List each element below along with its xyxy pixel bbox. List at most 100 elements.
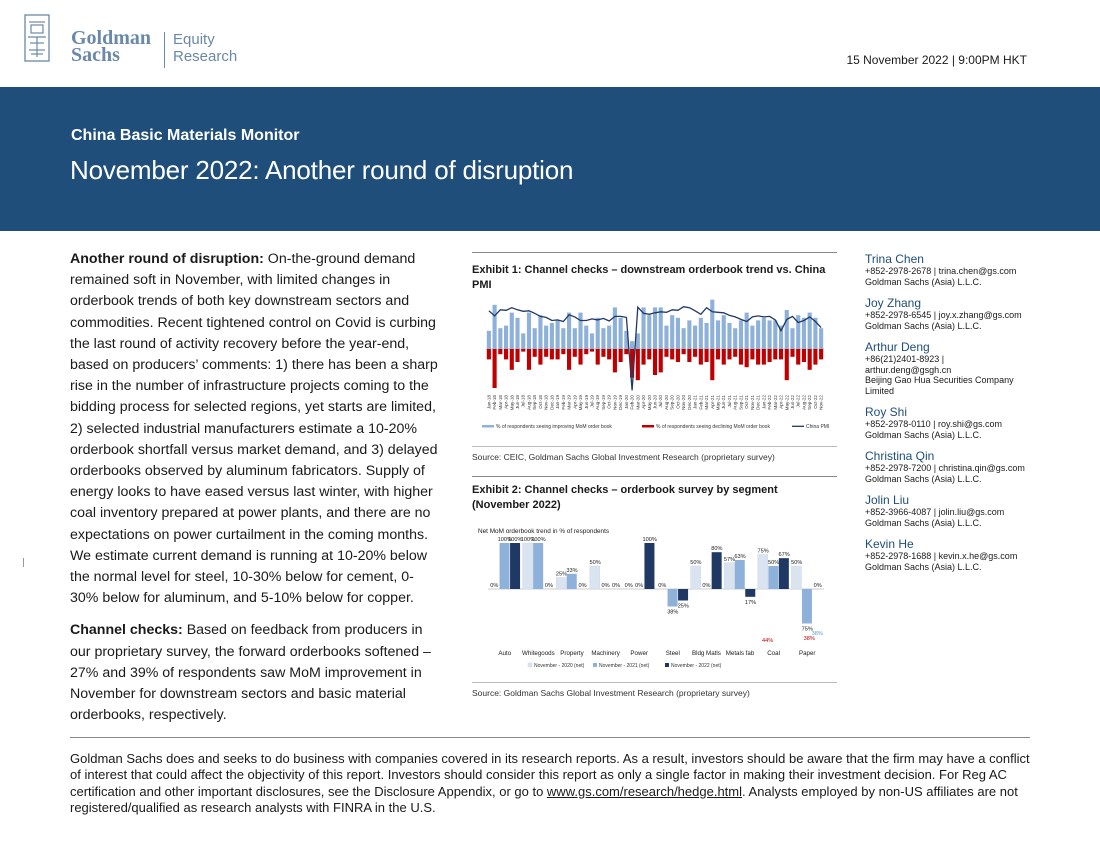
bar-improving [544,325,549,349]
bar-improving [715,320,721,349]
bar-improving [710,299,715,349]
x-tick-label: Oct-18 [538,395,543,409]
data-label: 100% [498,537,512,543]
bar-improving [612,307,617,349]
bar-declining [538,349,543,365]
data-label: 100% [508,537,522,543]
bar-3 [510,543,521,589]
x-tick-label: Aug-20 [664,395,669,410]
analyst-name: Jolin Liu [865,493,910,507]
data-label: 25% [556,572,567,578]
bar-declining [715,349,721,360]
legend-entry: November - 2022 (net) [671,663,722,669]
x-tick-label: Jan-20 [624,395,629,409]
bar-improving [813,317,818,349]
x-tick-label: Jun-18 [515,395,520,409]
bar-1 [522,542,533,590]
analyst-name: Christina Qin [865,449,935,463]
category-label: Auto [498,650,511,657]
x-tick-label: Nov-19 [612,395,617,410]
paragraph-text: On-the-ground demand remained soft in No… [70,251,438,607]
bar-improving [698,317,703,349]
bar-declining [733,349,738,357]
paragraph-text: Based on feedback from producers in our … [70,622,431,724]
legend-pmi: China PMI [806,424,829,430]
x-tick-label: Jul-18 [521,395,526,408]
x-tick-label: Jul-21 [727,395,732,408]
bar-improving [721,315,726,349]
x-tick-label: Aug-21 [733,395,738,410]
bar-declining [515,349,520,362]
legend-entry: November - 2020 (net) [534,663,585,669]
bar-declining [498,349,503,355]
x-tick-label: Feb-22 [767,395,772,410]
x-tick-label: Oct-22 [813,395,818,409]
analyst-contact-line: Goldman Sachs (Asia) L.L.C. [865,320,982,331]
bar-declining [503,349,509,360]
data-label: 75% [802,627,813,633]
bar-3 [711,552,722,589]
bar-declining [784,349,789,381]
footer-rule [70,737,1030,738]
data-label: 50% [589,560,600,566]
legend-swatch [593,663,597,667]
exhibit1-title: Exhibit 1: Channel checks – downstream o… [472,264,826,291]
bar-declining [641,349,646,365]
bar-improving [704,323,709,349]
x-tick-label: Feb-21 [698,395,703,410]
x-tick-label: Nov-18 [544,395,549,410]
disclosure-link[interactable]: www.gs.com/research/hedge.html [546,783,743,799]
bar-3 [745,589,756,597]
x-tick-label: Mar-22 [773,395,778,410]
bar-improving [675,317,680,349]
bar-improving [607,325,612,349]
x-tick-label: Jun-22 [790,395,795,409]
x-tick-label: Mar-21 [704,395,709,410]
data-label: 67% [778,552,789,558]
bar-improving [727,323,732,349]
analyst-entry: Joy Zhang +852-2978-6545 | joy.x.zhang@gs… [865,296,1065,331]
bar-improving [784,310,789,349]
x-tick-label: Jul-19 [589,395,594,408]
x-tick-label: Sep-18 [532,395,537,410]
bar-declining [532,349,537,357]
analyst-contact-line: Goldman Sachs (Asia) L.L.C. [865,517,982,528]
bar-improving [532,328,537,349]
data-label: 100% [643,537,657,543]
legend-swatch-declining [642,425,654,428]
data-label: 33% [566,568,577,574]
bar-improving [492,304,497,349]
disclaimer-text: Goldman Sachs does and seeks to do busin… [70,751,1030,799]
analyst-contact-line: +852-2978-1688 | kevin.x.he@gs.com [865,551,1018,561]
data-label: 57% [724,557,735,563]
x-tick-label: Nov-20 [681,395,686,410]
analyst-contact-line: Limited [865,385,895,396]
bar-improving [509,312,514,349]
bar-declining [492,349,497,388]
bar-improving [561,328,566,349]
disclaimer-text-end: . Analysts employed by non-US affiliates… [70,783,1018,816]
bar-declining [561,349,566,355]
category-label: Bldg Matls [692,650,721,657]
bar-improving [567,312,572,349]
bar-declining [509,349,514,370]
exhibit2-bottom-rule [472,682,837,683]
x-tick-label: Dec-18 [549,395,554,410]
legend-improving: % of respondents seeing improving MoM or… [496,424,612,430]
bar-improving [681,328,686,349]
bar-improving [756,320,761,349]
x-tick-label: Sep-21 [738,395,743,410]
x-tick-label: Feb-19 [561,395,566,410]
data-label: 0% [635,583,643,589]
category-label: Property [560,650,584,657]
data-label: 100% [521,537,535,543]
bar-improving [584,325,589,349]
bar-improving [630,341,635,349]
x-tick-label: Sep-20 [670,395,675,410]
data-label: 63% [734,554,745,560]
bar-declining [572,349,577,357]
bar-declining [607,349,612,360]
category-label: Machinery [591,650,620,657]
data-label: 0% [625,583,633,589]
category-label: Whitegoods [522,650,555,657]
